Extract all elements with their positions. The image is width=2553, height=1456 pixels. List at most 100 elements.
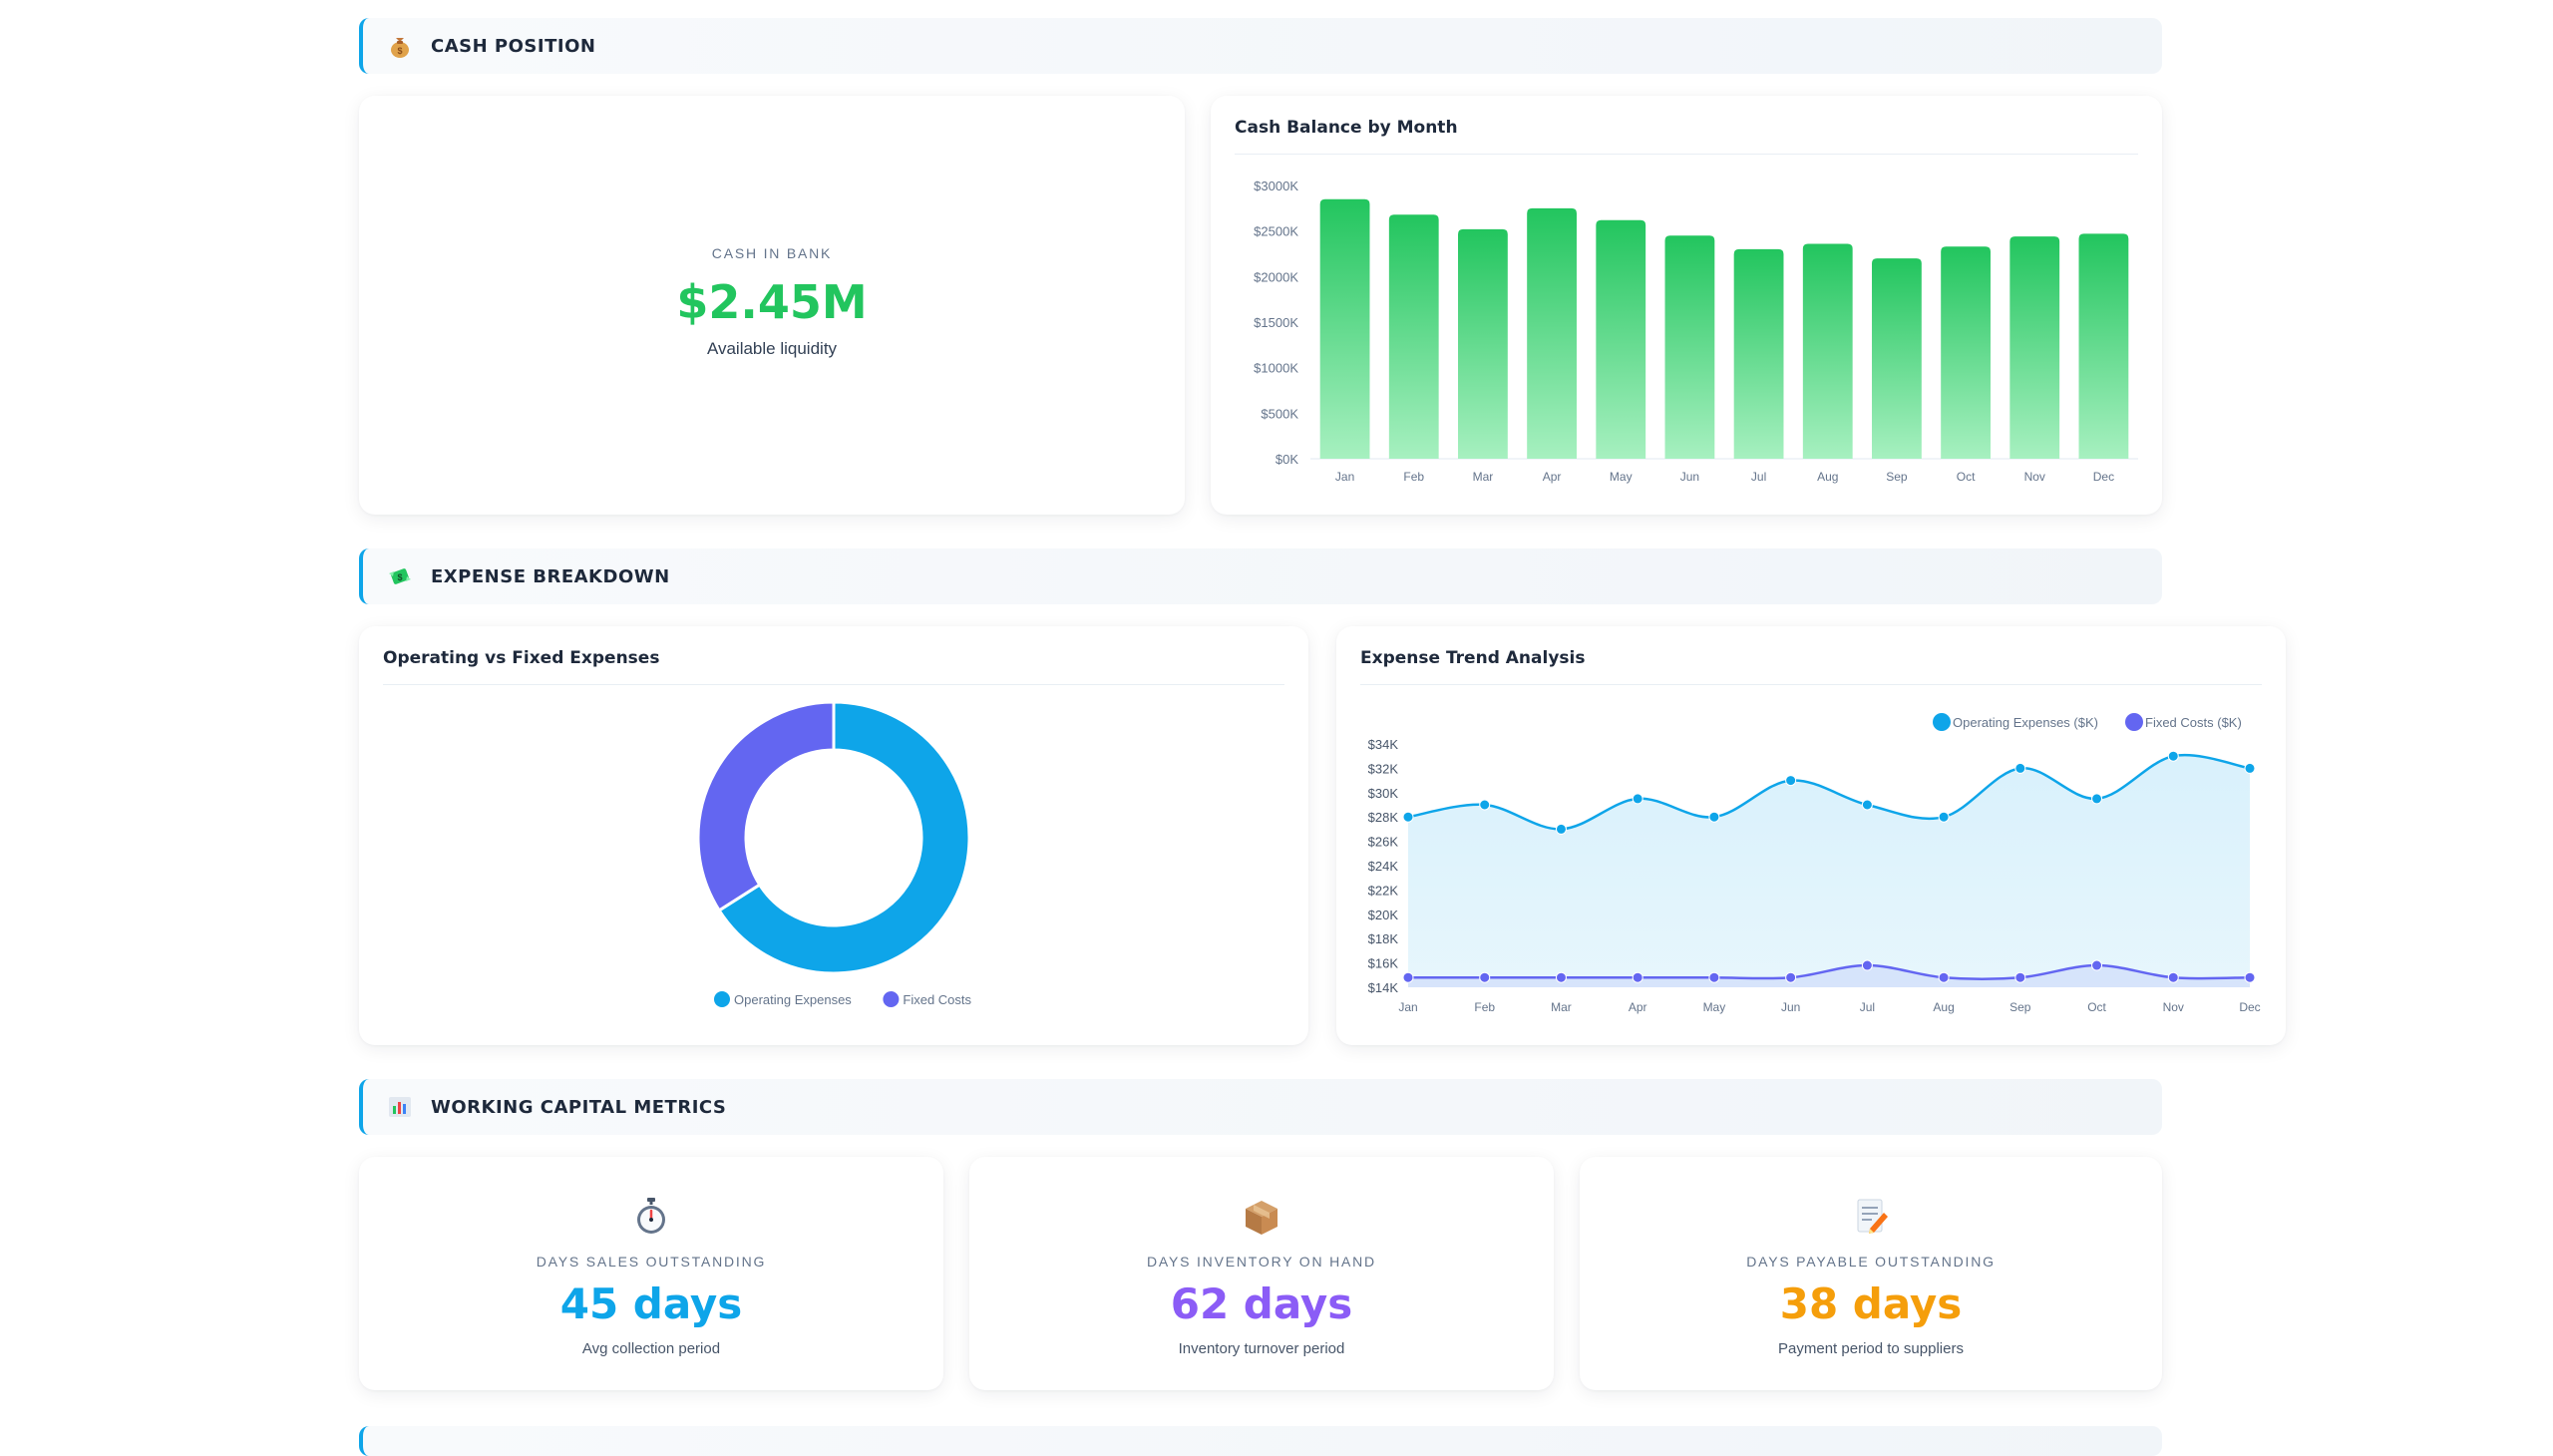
metric-label: DAYS INVENTORY ON HAND bbox=[1147, 1254, 1376, 1270]
y-tick-label: $24K bbox=[1368, 859, 1399, 874]
x-tick-label: Sep bbox=[2009, 1000, 2031, 1014]
metric-card-dpo: DAYS PAYABLE OUTSTANDING 38 days Payment… bbox=[1580, 1157, 2162, 1390]
x-tick-label: Mar bbox=[1473, 470, 1494, 484]
expense-donut-chart: Operating Expenses Fixed Costs bbox=[696, 700, 972, 1007]
metric-card-dso: DAYS SALES OUTSTANDING 45 days Avg colle… bbox=[359, 1157, 943, 1390]
y-tick-label: $2500K bbox=[1254, 224, 1298, 239]
legend-label[interactable]: Fixed Costs bbox=[903, 992, 971, 1007]
legend-marker bbox=[714, 991, 730, 1007]
donut-slice[interactable] bbox=[717, 700, 971, 975]
data-point[interactable] bbox=[1938, 971, 1950, 983]
cash-in-bank-subtitle: Available liquidity bbox=[706, 339, 838, 358]
y-tick-label: $3000K bbox=[1254, 179, 1298, 193]
divider bbox=[1360, 684, 2262, 685]
bar[interactable] bbox=[1872, 258, 1922, 459]
data-point[interactable] bbox=[2244, 971, 2256, 983]
x-tick-label: Jul bbox=[1860, 1000, 1875, 1014]
metric-subtitle: Avg collection period bbox=[581, 1340, 721, 1357]
x-tick-label: Feb bbox=[1403, 470, 1424, 484]
cash-in-bank-label: CASH IN BANK bbox=[711, 245, 833, 261]
y-tick-label: $28K bbox=[1368, 810, 1399, 825]
y-tick-label: $32K bbox=[1368, 761, 1399, 776]
data-point[interactable] bbox=[1785, 775, 1797, 787]
x-tick-label: Aug bbox=[1933, 1000, 1954, 1014]
bar[interactable] bbox=[1802, 243, 1853, 459]
metric-subtitle: Inventory turnover period bbox=[1178, 1340, 1345, 1357]
operating-vs-fixed-card: Operating vs Fixed Expenses Operating Ex… bbox=[359, 626, 1308, 1045]
metric-label: DAYS SALES OUTSTANDING bbox=[536, 1254, 767, 1270]
section-title: EXPENSE BREAKDOWN bbox=[431, 565, 670, 587]
data-point[interactable] bbox=[1479, 799, 1491, 811]
bar[interactable] bbox=[1458, 228, 1508, 459]
metric-card-dio: DAYS INVENTORY ON HAND 62 days Inventory… bbox=[969, 1157, 1554, 1390]
divider bbox=[383, 684, 1284, 685]
y-tick-label: $1000K bbox=[1254, 361, 1298, 376]
cash-in-bank-card: CASH IN BANK $2.45M Available liquidity bbox=[359, 96, 1185, 515]
bar[interactable] bbox=[1388, 214, 1439, 459]
x-tick-label: Nov bbox=[2163, 1000, 2184, 1014]
bar[interactable] bbox=[1664, 235, 1715, 459]
package-icon bbox=[1242, 1197, 1281, 1242]
y-tick-label: $30K bbox=[1368, 786, 1399, 801]
data-point[interactable] bbox=[1555, 971, 1567, 983]
section-header-cash-position: $ CASH POSITION bbox=[359, 18, 2162, 74]
bar[interactable] bbox=[2009, 236, 2060, 459]
data-point[interactable] bbox=[1861, 799, 1873, 811]
y-tick-label: $18K bbox=[1368, 931, 1399, 946]
data-point[interactable] bbox=[1938, 811, 1950, 823]
bar[interactable] bbox=[2078, 233, 2129, 459]
x-tick-label: Dec bbox=[2239, 1000, 2260, 1014]
data-point[interactable] bbox=[1861, 959, 1873, 971]
data-point[interactable] bbox=[1555, 823, 1567, 835]
y-tick-label: $22K bbox=[1368, 883, 1399, 898]
metric-value: 62 days bbox=[1170, 1279, 1353, 1328]
y-tick-label: $2000K bbox=[1254, 269, 1298, 284]
section-header-working-capital: WORKING CAPITAL METRICS bbox=[359, 1079, 2162, 1135]
x-tick-label: Feb bbox=[1474, 1000, 1495, 1014]
y-tick-label: $20K bbox=[1368, 908, 1399, 922]
data-point[interactable] bbox=[2091, 793, 2103, 805]
x-tick-label: Mar bbox=[1551, 1000, 1572, 1014]
memo-icon bbox=[1853, 1197, 1889, 1242]
bar[interactable] bbox=[1733, 248, 1784, 459]
legend-label[interactable]: Operating Expenses bbox=[734, 992, 852, 1007]
data-point[interactable] bbox=[2014, 971, 2026, 983]
bar[interactable] bbox=[1319, 198, 1370, 459]
x-tick-label: Jan bbox=[1335, 470, 1354, 484]
data-point[interactable] bbox=[1402, 971, 1414, 983]
bar[interactable] bbox=[1941, 246, 1991, 459]
metric-value: 45 days bbox=[559, 1279, 743, 1328]
data-point[interactable] bbox=[1785, 971, 1797, 983]
data-point[interactable] bbox=[2167, 971, 2179, 983]
x-tick-label: Jan bbox=[1398, 1000, 1417, 1014]
data-point[interactable] bbox=[1479, 971, 1491, 983]
data-point[interactable] bbox=[2167, 750, 2179, 762]
x-tick-label: May bbox=[1610, 470, 1633, 484]
x-tick-label: May bbox=[1703, 1000, 1726, 1014]
bar[interactable] bbox=[1596, 219, 1646, 459]
data-point[interactable] bbox=[1708, 971, 1720, 983]
metric-value: 38 days bbox=[1779, 1279, 1963, 1328]
x-tick-label: Jun bbox=[1680, 470, 1699, 484]
data-point[interactable] bbox=[1632, 793, 1643, 805]
section-header-expense-breakdown: $ EXPENSE BREAKDOWN bbox=[359, 548, 2162, 604]
data-point[interactable] bbox=[1632, 971, 1643, 983]
data-point[interactable] bbox=[2091, 959, 2103, 971]
donut-slice[interactable] bbox=[696, 700, 836, 912]
area-fixed-costs bbox=[1408, 965, 2250, 987]
bar[interactable] bbox=[1527, 207, 1577, 459]
data-point[interactable] bbox=[2014, 762, 2026, 774]
expense-trend-card: Expense Trend Analysis $14K $16K $18K $20K $… bbox=[1336, 626, 2286, 1045]
legend-label[interactable]: Operating Expenses ($K) bbox=[1953, 715, 2098, 730]
area-operating-expenses bbox=[1408, 755, 2250, 987]
data-point[interactable] bbox=[2244, 762, 2256, 774]
cash-balance-bar-chart: $0K $500K $1000K $1500K $2000K $2500K $3000K Ja… bbox=[1254, 179, 2138, 484]
x-tick-label: Aug bbox=[1817, 470, 1838, 484]
data-point[interactable] bbox=[1402, 811, 1414, 823]
y-tick-label: $0K bbox=[1276, 452, 1298, 467]
legend-label[interactable]: Fixed Costs ($K) bbox=[2145, 715, 2242, 730]
section-title: CASH POSITION bbox=[431, 35, 596, 57]
chart-title: Operating vs Fixed Expenses bbox=[383, 648, 660, 668]
section-header-next bbox=[359, 1426, 2162, 1456]
data-point[interactable] bbox=[1708, 811, 1720, 823]
